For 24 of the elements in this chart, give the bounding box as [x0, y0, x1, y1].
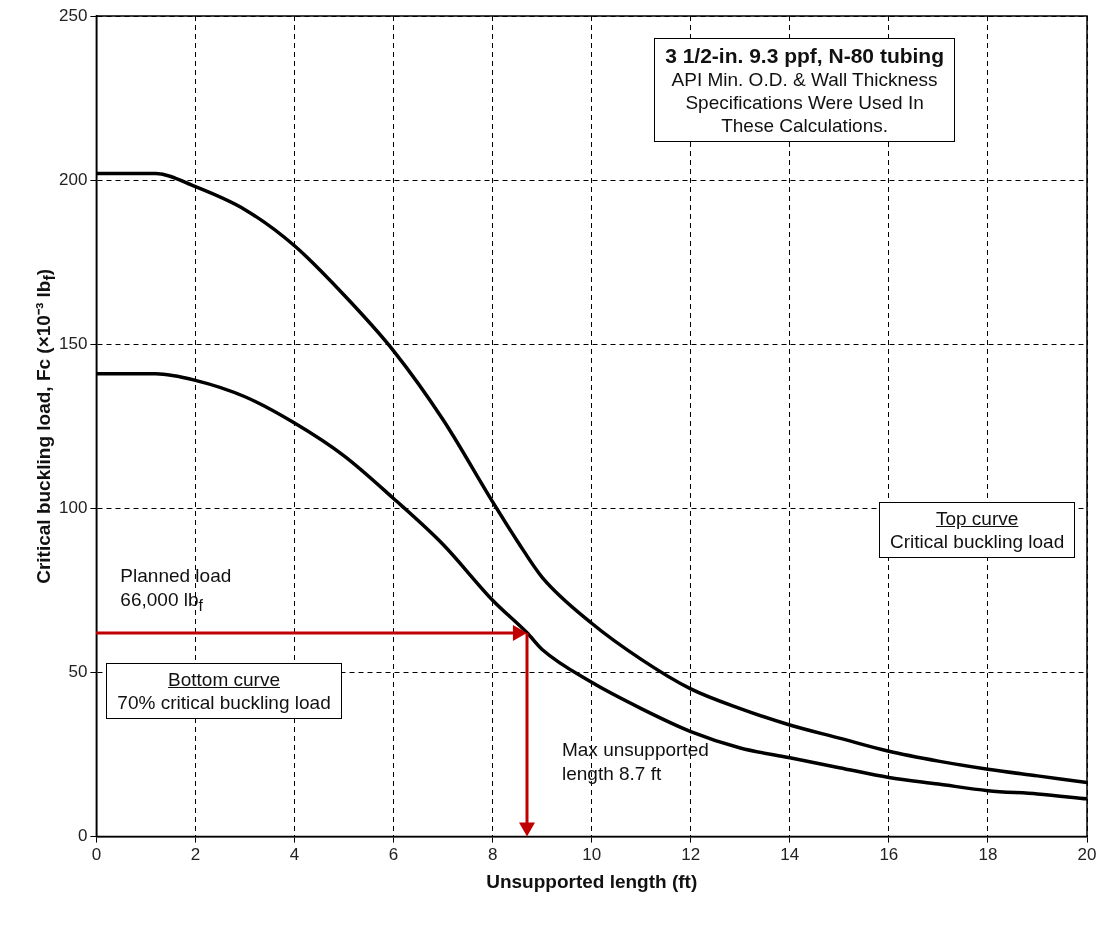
x-tick-label: 6 — [388, 845, 399, 865]
x-tick-label: 14 — [780, 845, 800, 865]
y-tick-label: 50 — [68, 662, 88, 682]
annotation: Top curve Critical buckling load — [879, 501, 1076, 558]
annotation: Max unsupported length 8.7 ft — [561, 738, 709, 787]
x-tick-label: 8 — [487, 845, 498, 865]
x-tick-label: 2 — [190, 845, 201, 865]
annotation: Bottom curve 70% critical buckling load — [106, 662, 342, 719]
y-tick-label: 100 — [58, 498, 88, 518]
x-tick-label: 18 — [978, 845, 998, 865]
text: 3 1/2-in. 9.3 ppf, N-80 tubing — [665, 43, 945, 68]
x-tick-label: 20 — [1077, 845, 1097, 865]
x-tick-label: 4 — [289, 845, 300, 865]
x-tick-label: 16 — [879, 845, 899, 865]
y-tick-label: 250 — [58, 5, 88, 25]
text: API Min. O.D. & Wall Thickness Specifications Were Used In These Calculations. — [670, 68, 939, 137]
x-tick-label: 12 — [681, 845, 701, 865]
x-axis-title: Unsupported length (ft) — [486, 870, 698, 893]
y-tick-label: 0 — [77, 826, 88, 846]
x-tick-label: 10 — [582, 845, 602, 865]
annotation: Planned load 66,000 lb$_{f}$ — [120, 564, 232, 616]
y-tick-label: 150 — [58, 333, 88, 353]
y-tick-label: 200 — [58, 169, 88, 189]
x-tick-label: 0 — [91, 845, 102, 865]
